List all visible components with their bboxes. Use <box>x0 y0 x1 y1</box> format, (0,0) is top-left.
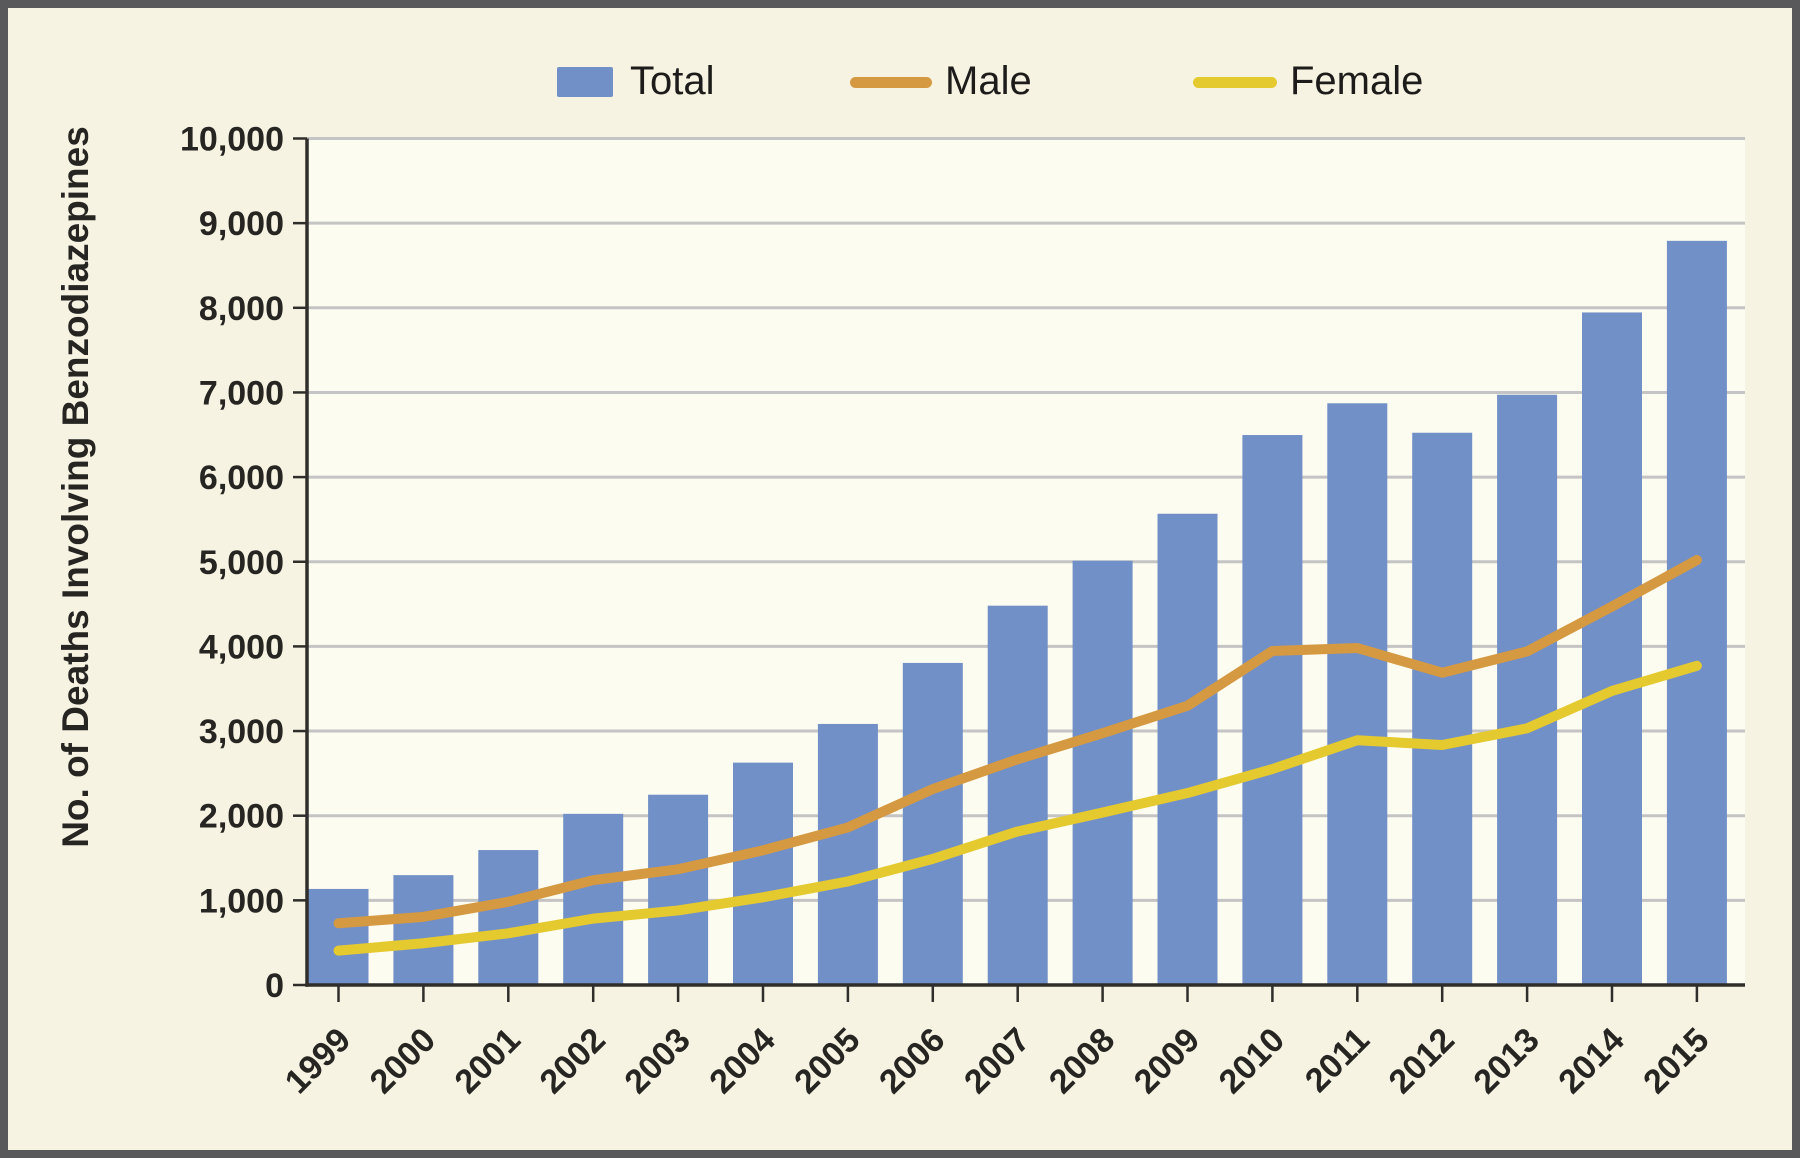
legend-total-swatch <box>557 67 613 97</box>
x-tick-label: 2012 <box>1382 1021 1462 1101</box>
bar-2010 <box>1242 435 1303 986</box>
x-tick-label: 2015 <box>1636 1021 1716 1101</box>
x-tick-label: 2008 <box>1042 1021 1122 1101</box>
bar-2009 <box>1157 513 1218 985</box>
x-tick-label: 2011 <box>1298 1021 1377 1100</box>
bar-2007 <box>987 605 1048 985</box>
male-line <box>333 555 1702 929</box>
bar-2005 <box>817 723 878 985</box>
y-tick-label: 10,000 <box>180 121 284 159</box>
x-tick-label: 2009 <box>1127 1021 1207 1101</box>
legend-male-line-icon <box>850 77 932 88</box>
legend-female-line-icon <box>1193 77 1277 88</box>
y-tick-label: 3,000 <box>199 713 284 751</box>
bar-2004 <box>733 762 793 985</box>
y-tick-label: 6,000 <box>199 459 284 497</box>
x-tick-label: 2007 <box>957 1021 1037 1101</box>
bar-1999 <box>308 888 369 985</box>
y-axis-title: No. of Deaths Involving Benzodiazepines <box>55 126 96 848</box>
bar-2015 <box>1666 240 1727 985</box>
y-tick-label: 1,000 <box>199 882 284 920</box>
x-tick-label: 2004 <box>702 1021 782 1101</box>
y-tick-label: 4,000 <box>199 628 284 666</box>
bar-2003 <box>648 794 709 985</box>
bar-2006 <box>902 662 963 985</box>
x-tick-label: 2005 <box>787 1021 867 1101</box>
benzodiazepine-deaths-chart: 0 1,000 2,000 3,000 4,000 5,000 6,000 7,000 8,00… <box>55 121 1745 1101</box>
y-tick-label: 5,000 <box>199 544 284 582</box>
x-tick-label: 2014 <box>1551 1021 1631 1101</box>
bar-2000 <box>393 875 454 985</box>
y-tick-label: 9,000 <box>199 205 284 243</box>
bar-2011 <box>1327 403 1388 986</box>
x-tick-label: 2003 <box>617 1021 697 1101</box>
x-tick-label: 2006 <box>872 1021 952 1101</box>
bar-2001 <box>478 850 539 985</box>
x-tick-label: 2001 <box>448 1021 528 1101</box>
legend-male-label: Male <box>945 59 1032 103</box>
y-tick-label: 2,000 <box>199 798 284 836</box>
bar-2014 <box>1582 312 1642 985</box>
y-tick-label: 8,000 <box>199 290 284 328</box>
y-tick-label: 0 <box>265 967 284 1005</box>
x-tick-label: 1999 <box>278 1021 358 1101</box>
bar-2012 <box>1412 432 1473 985</box>
x-tick-label: 2013 <box>1466 1021 1546 1101</box>
female-line <box>333 660 1702 956</box>
legend-total-label: Total <box>630 59 715 103</box>
legend-female-label: Female <box>1290 59 1424 103</box>
bar-2002 <box>563 813 624 985</box>
bar-2013 <box>1497 394 1558 985</box>
x-tick-label: 2000 <box>363 1021 443 1101</box>
x-tick-label: 2002 <box>533 1021 613 1101</box>
bar-2008 <box>1072 560 1133 985</box>
x-tick-label: 2010 <box>1212 1021 1292 1101</box>
y-tick-label: 7,000 <box>199 374 284 412</box>
